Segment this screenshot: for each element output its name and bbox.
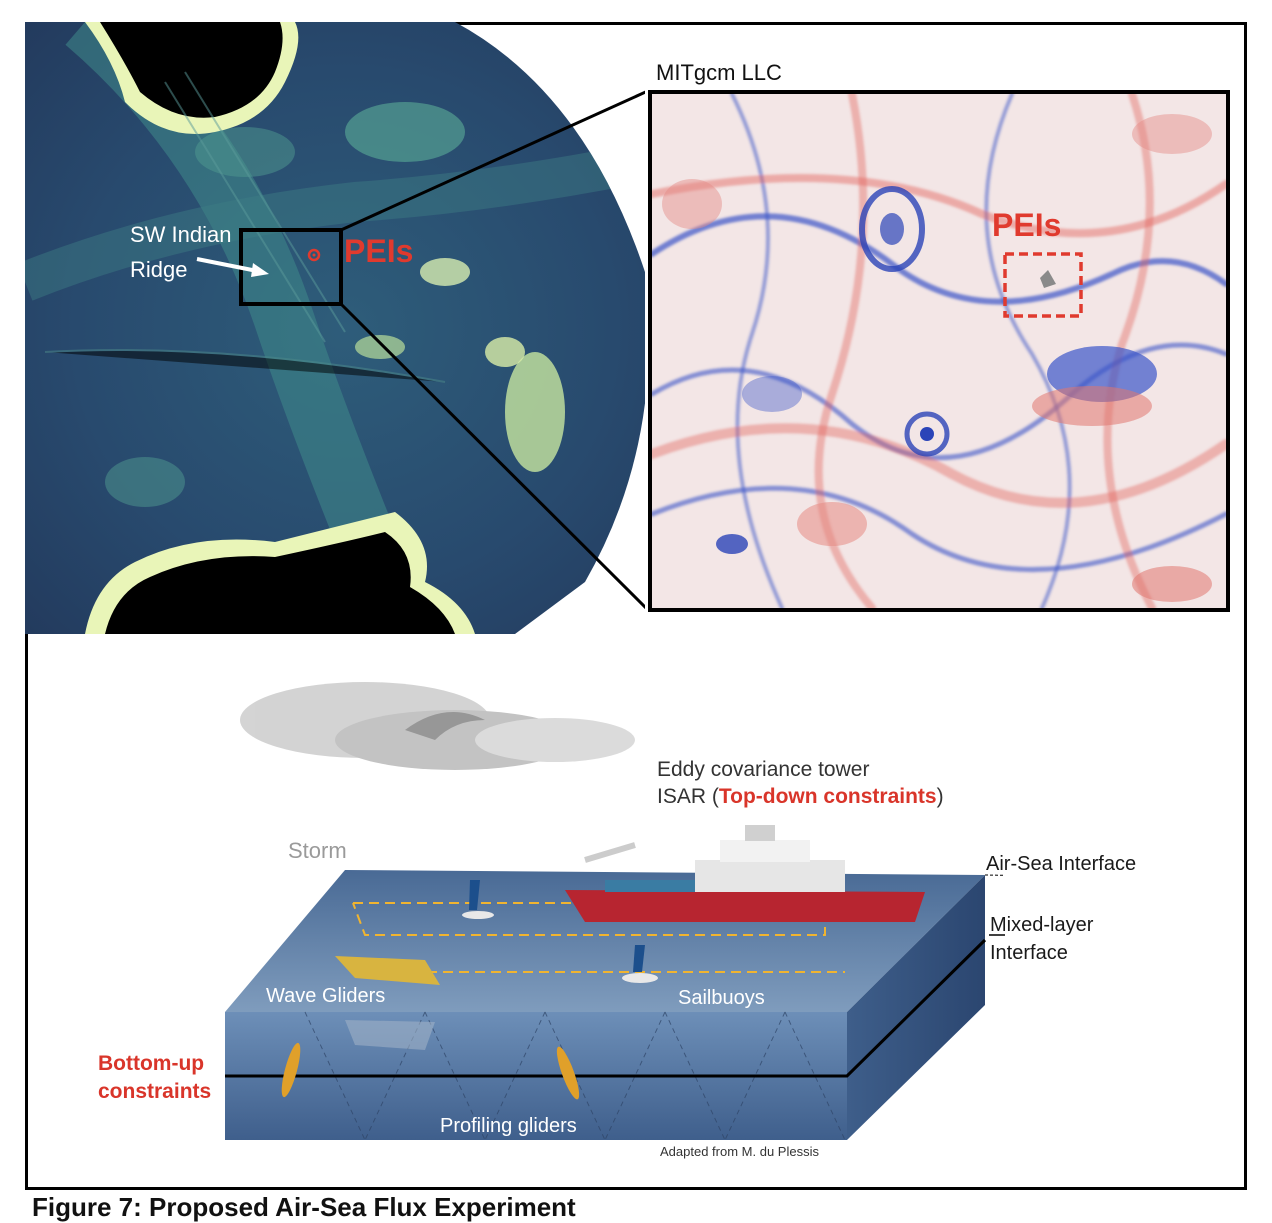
ridge-arrow (196, 257, 258, 273)
eddy-tower-label: Eddy covariance tower (657, 758, 870, 781)
isar-prefix: ISAR ( (657, 785, 719, 808)
isar-label: ISAR (Top-down constraints) (657, 785, 944, 809)
profiling-glider-1 (281, 1042, 301, 1098)
pei-dashed-box (1003, 252, 1083, 318)
wave-gliders-label: Wave Gliders (266, 985, 386, 1007)
mixed-layer-label-1: Mixed-layer (990, 914, 1094, 936)
sailbuoys-label: Sailbuoys (678, 987, 765, 1009)
ridge-label-line2: Ridge (130, 257, 188, 282)
profiling-gliders-label: Profiling gliders (440, 1115, 577, 1137)
storm-cloud (240, 682, 635, 770)
research-vessel (565, 825, 925, 922)
figure-caption: Figure 7: Proposed Air-Sea Flux Experime… (32, 1192, 576, 1222)
credit-label: Adapted from M. du Plessis (660, 1144, 819, 1159)
storm-label: Storm (288, 838, 347, 863)
connector-bottom (339, 302, 645, 610)
mixed-layer-line (225, 938, 987, 1078)
ridge-label: SW Indian (130, 222, 232, 247)
observing-schematic (225, 682, 1005, 1141)
connector-top (340, 90, 645, 232)
profiling-glider-2 (556, 1046, 580, 1100)
pei-label-sim: PEIs (992, 207, 1062, 243)
bottom-up-label-2: constraints (98, 1080, 212, 1103)
ship-track (352, 902, 826, 936)
top-down-label: Top-down constraints (718, 785, 937, 808)
sailbuoy-1 (462, 880, 494, 919)
bottom-up-label-1: Bottom-up (98, 1052, 205, 1075)
bathymetry-map (25, 22, 645, 634)
pei-label-map: PEIs (344, 233, 414, 269)
sim-title: MITgcm LLC (656, 60, 782, 85)
pei-marker (307, 248, 321, 262)
air-sea-label: Air-Sea Interface (986, 853, 1137, 875)
isar-suffix: ) (936, 785, 944, 808)
sim-panel (648, 90, 1230, 612)
sailbuoy-2 (622, 945, 658, 983)
wave-glider (335, 956, 440, 1050)
vorticity-field (652, 94, 1226, 608)
pei-island (1040, 270, 1056, 288)
mixed-layer-label-2: Interface (990, 942, 1068, 964)
